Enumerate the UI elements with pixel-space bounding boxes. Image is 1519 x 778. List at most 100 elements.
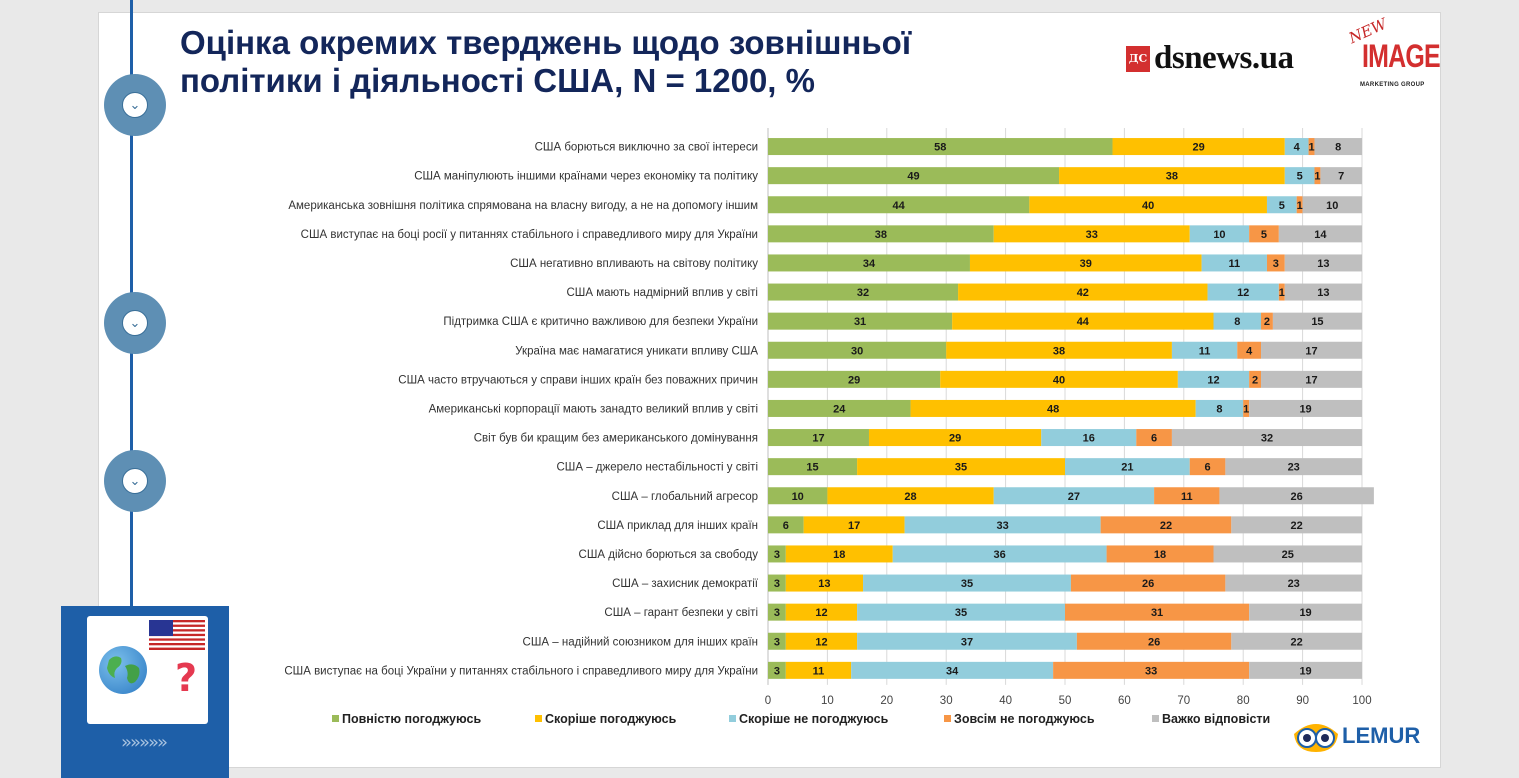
bar-segment xyxy=(768,225,994,243)
bar-segment xyxy=(768,632,786,650)
data-label: 8 xyxy=(1216,403,1222,415)
x-tick-label: 50 xyxy=(1059,695,1072,707)
bar-segment xyxy=(1171,341,1238,359)
bar-segment xyxy=(1249,370,1262,388)
bar-segment xyxy=(768,138,1113,156)
data-label: 38 xyxy=(1053,345,1065,357)
data-label: 2 xyxy=(1264,316,1270,328)
bar-segment xyxy=(1284,138,1309,156)
data-label: 33 xyxy=(997,520,1009,532)
bar-segment xyxy=(1320,167,1362,185)
us-flag-icon xyxy=(149,620,205,650)
bar-segment xyxy=(1225,458,1362,476)
data-label: 12 xyxy=(1207,374,1219,386)
data-label: 14 xyxy=(1314,229,1327,241)
bar-segment xyxy=(892,545,1107,563)
data-label: 12 xyxy=(815,607,827,619)
bar-segment xyxy=(1106,545,1214,563)
new-image-logo: NEW IMAGE MARKETING GROUP xyxy=(1346,15,1441,92)
data-label: 48 xyxy=(1047,403,1059,415)
data-label: 29 xyxy=(848,374,860,386)
data-label: 6 xyxy=(1204,462,1210,474)
data-label: 39 xyxy=(1080,258,1092,270)
bar-segment xyxy=(785,574,864,592)
category-label: США борються виключно за свої інтереси xyxy=(535,142,758,154)
data-label: 24 xyxy=(833,403,846,415)
bar-segment xyxy=(1189,458,1226,476)
category-label: США – глобальний агресор xyxy=(612,491,758,503)
bar-segment xyxy=(1296,196,1303,214)
legend-swatch xyxy=(535,715,542,722)
bar-segment xyxy=(1314,138,1362,156)
bar-segment xyxy=(993,225,1190,243)
bar-segment xyxy=(1231,632,1362,650)
bar-segment xyxy=(1201,254,1267,272)
data-label: 5 xyxy=(1297,171,1303,183)
bar-segment xyxy=(1136,429,1172,447)
bar-segment xyxy=(768,254,970,272)
question-mark-icon: ? xyxy=(175,656,198,700)
bar-segment xyxy=(1249,225,1279,243)
bar-segment xyxy=(910,399,1196,417)
bar-segment xyxy=(1112,138,1285,156)
bar-segment xyxy=(768,429,869,447)
bar-segment xyxy=(768,312,953,330)
bar-segment xyxy=(1154,487,1220,505)
timeline-node-3[interactable]: ⌄ xyxy=(104,450,166,512)
data-label: 13 xyxy=(1317,258,1329,270)
bar-segment xyxy=(768,487,828,505)
data-label: 1 xyxy=(1308,142,1314,154)
x-tick-label: 60 xyxy=(1118,695,1131,707)
bar-segment xyxy=(857,632,1077,650)
lemur-eyes-icon xyxy=(1294,724,1338,752)
data-label: 11 xyxy=(1199,345,1211,357)
bar-segment xyxy=(1261,370,1362,388)
data-label: 10 xyxy=(1326,200,1338,212)
double-chevron-right-icon[interactable]: »»»»» xyxy=(121,732,168,753)
category-label: Світ був би кращим без американського до… xyxy=(474,433,758,445)
timeline-node-2[interactable]: ⌄ xyxy=(104,292,166,354)
legend-label: Скоріше погоджуюсь xyxy=(545,712,677,726)
data-label: 27 xyxy=(1068,491,1080,503)
data-label: 17 xyxy=(848,520,860,532)
ds-logo-text: dsnews.ua xyxy=(1154,40,1294,76)
data-label: 13 xyxy=(818,578,830,590)
data-label: 3 xyxy=(774,549,780,561)
bar-segment xyxy=(904,516,1101,534)
data-label: 12 xyxy=(815,636,827,648)
x-tick-label: 40 xyxy=(999,695,1012,707)
data-label: 4 xyxy=(1246,345,1253,357)
data-label: 25 xyxy=(1282,549,1294,561)
bar-segment xyxy=(1225,574,1362,592)
legend-swatch xyxy=(729,715,736,722)
category-label: США часто втручаються у справи інших кра… xyxy=(398,374,758,386)
data-label: 31 xyxy=(1151,607,1163,619)
category-label: Україна має намагатися уникати впливу СШ… xyxy=(515,345,758,357)
data-label: 3 xyxy=(774,578,780,590)
data-label: 44 xyxy=(1077,316,1090,328)
category-label: Підтримка США є критично важливою для бе… xyxy=(443,316,758,328)
data-label: 1 xyxy=(1297,200,1303,212)
bar-segment xyxy=(1041,429,1137,447)
bar-segment xyxy=(958,283,1208,301)
side-panel: ? »»»»» xyxy=(61,606,229,778)
bar-segment xyxy=(1237,341,1262,359)
data-label: 3 xyxy=(774,636,780,648)
bar-segment xyxy=(827,487,994,505)
bar-segment xyxy=(1284,254,1362,272)
data-label: 3 xyxy=(774,665,780,677)
data-label: 32 xyxy=(857,287,869,299)
side-card[interactable]: ? xyxy=(87,616,208,724)
data-label: 35 xyxy=(961,578,973,590)
data-label: 4 xyxy=(1294,142,1301,154)
bar-segment xyxy=(1243,399,1250,417)
legend-label: Повністю погоджуюсь xyxy=(342,712,481,726)
bar-segment xyxy=(768,370,941,388)
data-label: 42 xyxy=(1077,287,1089,299)
x-tick-label: 30 xyxy=(940,695,953,707)
data-label: 5 xyxy=(1279,200,1285,212)
bar-segment xyxy=(1249,661,1362,679)
timeline-node-1[interactable]: ⌄ xyxy=(104,74,166,136)
ds-mark: ДС xyxy=(1126,45,1150,72)
x-tick-label: 100 xyxy=(1352,695,1371,707)
